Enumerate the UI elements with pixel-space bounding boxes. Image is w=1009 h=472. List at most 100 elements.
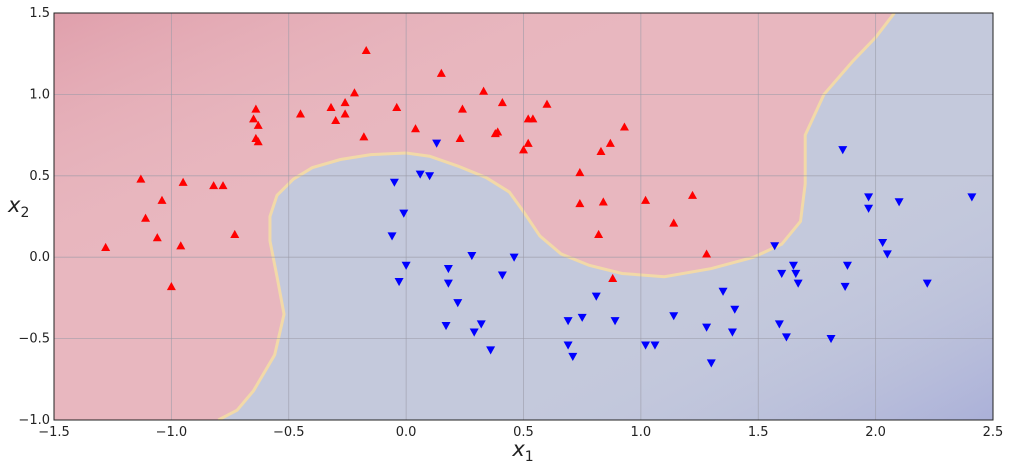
class-0-point (361, 45, 371, 55)
class-0-point (295, 109, 305, 118)
class-0-point (436, 68, 446, 77)
class-1-point (774, 320, 784, 329)
class-1-point (842, 261, 852, 270)
class-0-point (702, 249, 712, 258)
class-1-point (650, 341, 660, 350)
class-1-point (840, 282, 850, 292)
y-tick-label: −0.5 (18, 332, 50, 347)
class-1-point (476, 320, 486, 329)
class-0-point (598, 197, 608, 206)
class-1-point (399, 209, 409, 218)
class-1-point (389, 178, 399, 187)
class-0-point (479, 86, 489, 95)
class-1-point (730, 305, 740, 314)
y-axis-label: x2 (7, 193, 29, 221)
x-tick-label: 2.0 (865, 425, 886, 440)
class-0-point (497, 98, 507, 107)
data-points (101, 45, 977, 368)
class-0-point (392, 102, 402, 112)
class-1-point (922, 279, 932, 288)
class-1-point (826, 335, 836, 344)
class-1-point (432, 139, 442, 148)
class-1-point (864, 204, 874, 213)
y-tick-label: 1.5 (29, 6, 50, 21)
class-1-point (610, 317, 620, 326)
class-1-point (401, 261, 411, 270)
class-1-point (563, 341, 573, 350)
class-1-point (791, 269, 801, 278)
class-1-point (453, 299, 463, 308)
class-1-point (788, 261, 798, 270)
class-0-point (157, 195, 167, 204)
class-0-point (230, 229, 240, 239)
class-1-point (577, 313, 587, 322)
class-0-point (349, 88, 359, 97)
class-0-point (528, 114, 538, 123)
class-1-point (706, 359, 716, 368)
class-1-point (777, 269, 787, 278)
y-tick-label: 1.0 (29, 87, 50, 102)
region-shading-1 (218, 13, 993, 420)
class-0-point (641, 195, 651, 204)
y-tick-label: −1.0 (18, 413, 50, 428)
class-0-point (218, 181, 228, 190)
class-1-point (387, 232, 397, 241)
class-1-point (770, 242, 780, 251)
class-1-point (415, 170, 425, 179)
class-1-point (568, 352, 578, 362)
class-0-point (669, 218, 679, 227)
class-0-point (101, 242, 111, 252)
x-tick-label: 2.5 (983, 425, 1004, 440)
class-1-point (641, 341, 651, 350)
class-1-point (443, 264, 453, 274)
x-tick-label: 1.5 (748, 425, 769, 440)
class-0-point (209, 181, 219, 190)
class-1-point (509, 253, 519, 262)
class-1-point (793, 279, 803, 288)
class-0-point (575, 168, 585, 177)
class-0-point (411, 124, 421, 133)
class-1-point (469, 328, 479, 337)
class-0-point (176, 241, 186, 250)
class-0-point (542, 99, 552, 108)
class-0-point (523, 138, 533, 147)
class-0-point (178, 177, 188, 186)
class-0-point (340, 98, 350, 107)
class-1-point (894, 198, 904, 207)
class-1-point (702, 323, 712, 332)
decision-boundary (217, 13, 896, 420)
x-tick-label: 0.0 (396, 425, 417, 440)
x-axis-label: x1 (511, 437, 533, 465)
class-0-point (253, 120, 263, 129)
class-0-point (331, 115, 341, 125)
class-0-point (455, 133, 465, 142)
x-tick-label: 0.5 (513, 425, 534, 440)
class-0-point (493, 127, 503, 136)
class-0-point (326, 102, 336, 112)
class-0-point (619, 122, 629, 131)
class-1-point (864, 193, 874, 202)
class-0-point (596, 146, 606, 155)
class-0-point (519, 145, 528, 154)
class-1-point (727, 328, 737, 337)
class-1-point (486, 346, 496, 355)
class-1-point (591, 292, 601, 301)
class-0-point (340, 109, 350, 118)
plot-frame (53, 12, 994, 421)
class-1-point (838, 146, 848, 155)
x-tick-label: 1.0 (631, 425, 652, 440)
class-1-point (497, 271, 507, 280)
class-0-point (359, 132, 369, 141)
x-tick-label: −1.5 (38, 425, 70, 440)
class-1-point (443, 279, 453, 288)
class-1-point (878, 238, 888, 248)
class-0-point (249, 114, 259, 123)
class-0-point (136, 174, 146, 183)
class-0-point (594, 229, 604, 239)
class-1-point (781, 333, 791, 342)
x-axis-ticks: −1.5 −1.0 −0.5 0.0 0.5 1.0 1.5 2.0 2.5 (38, 425, 1003, 440)
x-tick-label: −0.5 (273, 425, 305, 440)
class-0-point (457, 104, 467, 113)
